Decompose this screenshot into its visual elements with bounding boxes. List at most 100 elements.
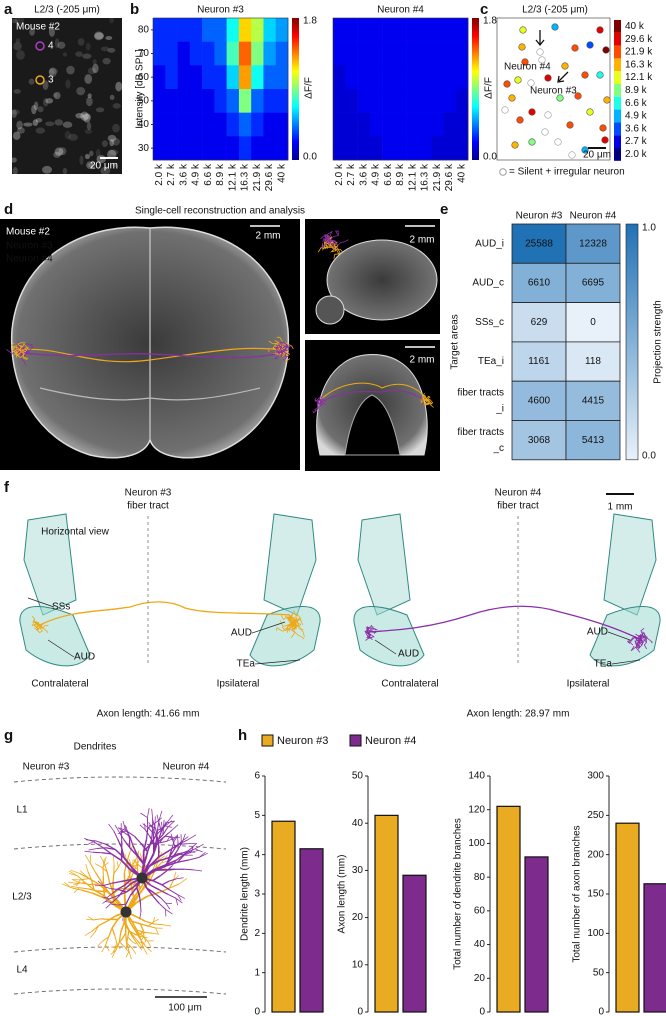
dendrite (191, 849, 199, 853)
dendrite (148, 822, 153, 829)
colorbar-block (614, 71, 621, 84)
y-tick-label: 70 (138, 48, 150, 59)
dendrite (123, 882, 133, 890)
dendrite (93, 841, 103, 848)
cell-blob (11, 18, 18, 24)
dendrite (111, 896, 119, 904)
heatmap-cell (214, 136, 227, 161)
cell-blob (16, 50, 25, 60)
heatmap-cell (165, 41, 178, 66)
heatmap-cell (153, 41, 166, 66)
dendrite (145, 828, 149, 840)
colorbar (472, 18, 479, 160)
dendrite (147, 940, 152, 948)
heatmap-frame (332, 17, 469, 161)
cell-blob (13, 41, 22, 51)
axon-cluster (425, 399, 430, 406)
dendrite (184, 851, 192, 856)
dendrite (106, 915, 117, 922)
dendrite (140, 843, 149, 853)
dendrite (117, 891, 127, 897)
heatmap-cell (382, 65, 395, 90)
dendrite (123, 831, 131, 838)
heatmap-cell (394, 65, 407, 90)
dendrite (84, 882, 95, 891)
colorbar (625, 223, 639, 461)
heatmap-title: Neuron #3 (197, 5, 244, 16)
heatmap-cell (455, 136, 469, 161)
y-axis-label: Intensity [dB SPL] (135, 49, 146, 129)
axon-cluster (313, 401, 319, 411)
heatmap-cell (369, 18, 383, 42)
cell-blob (84, 74, 93, 84)
cell-value: 25588 (525, 238, 553, 249)
dendrite (177, 894, 182, 901)
dendrite (103, 882, 112, 887)
x-tick-label: 21.9 k (252, 163, 263, 191)
dendrite (84, 854, 91, 864)
y-tick-label: 20 (352, 912, 364, 923)
heatmap-cell (153, 136, 166, 161)
dendrite (120, 847, 125, 858)
cell-blob (95, 107, 105, 113)
dendrite (119, 941, 126, 948)
heatmap-cell (263, 136, 277, 161)
heatmap-cell (455, 112, 469, 137)
cell-blob (23, 122, 33, 127)
axon-cluster (329, 244, 341, 255)
colorbar-block (614, 109, 621, 123)
bar (615, 822, 640, 1013)
dendrite (111, 904, 119, 906)
cell-value: 0 (590, 317, 596, 328)
dendrite (129, 871, 135, 881)
heatmap-cell (226, 65, 240, 90)
cell-blob (80, 111, 89, 121)
neuron-label: Neuron #4 (163, 762, 210, 773)
colorbar-label: ΔF/F (304, 77, 315, 99)
panel-label: c (480, 1, 488, 18)
heatmap-cell (189, 18, 203, 42)
cell-blob (42, 80, 49, 90)
cell-dot (603, 96, 611, 104)
dendrite (80, 870, 86, 876)
panel-label: h (238, 727, 247, 744)
heatmap-cell (357, 112, 371, 137)
heatmap-cell (251, 18, 264, 42)
cell-blob (15, 38, 21, 43)
heatmap-cell (189, 41, 203, 66)
heatmap-cell (431, 136, 444, 161)
colorbar-tick-label: 0.0 (483, 152, 497, 163)
scale-bar: 20 μm (90, 161, 118, 172)
heatmap-cell (238, 112, 252, 137)
heatmap-cell (431, 65, 444, 90)
dendrite (114, 824, 120, 833)
cell-blob (115, 81, 123, 92)
dendrite (114, 935, 118, 944)
x-tick-label: 12.1 k (227, 163, 238, 191)
cell-blob (35, 127, 45, 134)
dendrite (104, 886, 112, 890)
heatmap-cell (357, 89, 371, 113)
cell-value: 3068 (528, 435, 551, 446)
brain-region (19, 606, 91, 667)
y-tick-label: 6 (254, 771, 260, 782)
dendrite (128, 930, 134, 939)
heatmap-cell (357, 18, 371, 42)
dendrite (177, 851, 187, 855)
dendrite (135, 930, 143, 937)
axon-cluster (275, 343, 283, 353)
dendrite (103, 863, 108, 873)
heatmap-cell (333, 112, 346, 137)
heatmap-cell (153, 65, 166, 90)
legend-text: Neuron #3 (6, 241, 53, 252)
dendrite (94, 925, 99, 933)
x-tick-label: 4.9 k (191, 163, 202, 186)
colorbar-tick-label: 8.9 k (625, 85, 648, 96)
cell-dot (586, 41, 594, 49)
dendrite (163, 821, 167, 828)
y-tick-label: 3 (254, 889, 260, 900)
axon-cluster (274, 350, 283, 360)
cell-blob (79, 155, 84, 165)
dendrite (123, 839, 131, 848)
dendrite (68, 870, 78, 877)
